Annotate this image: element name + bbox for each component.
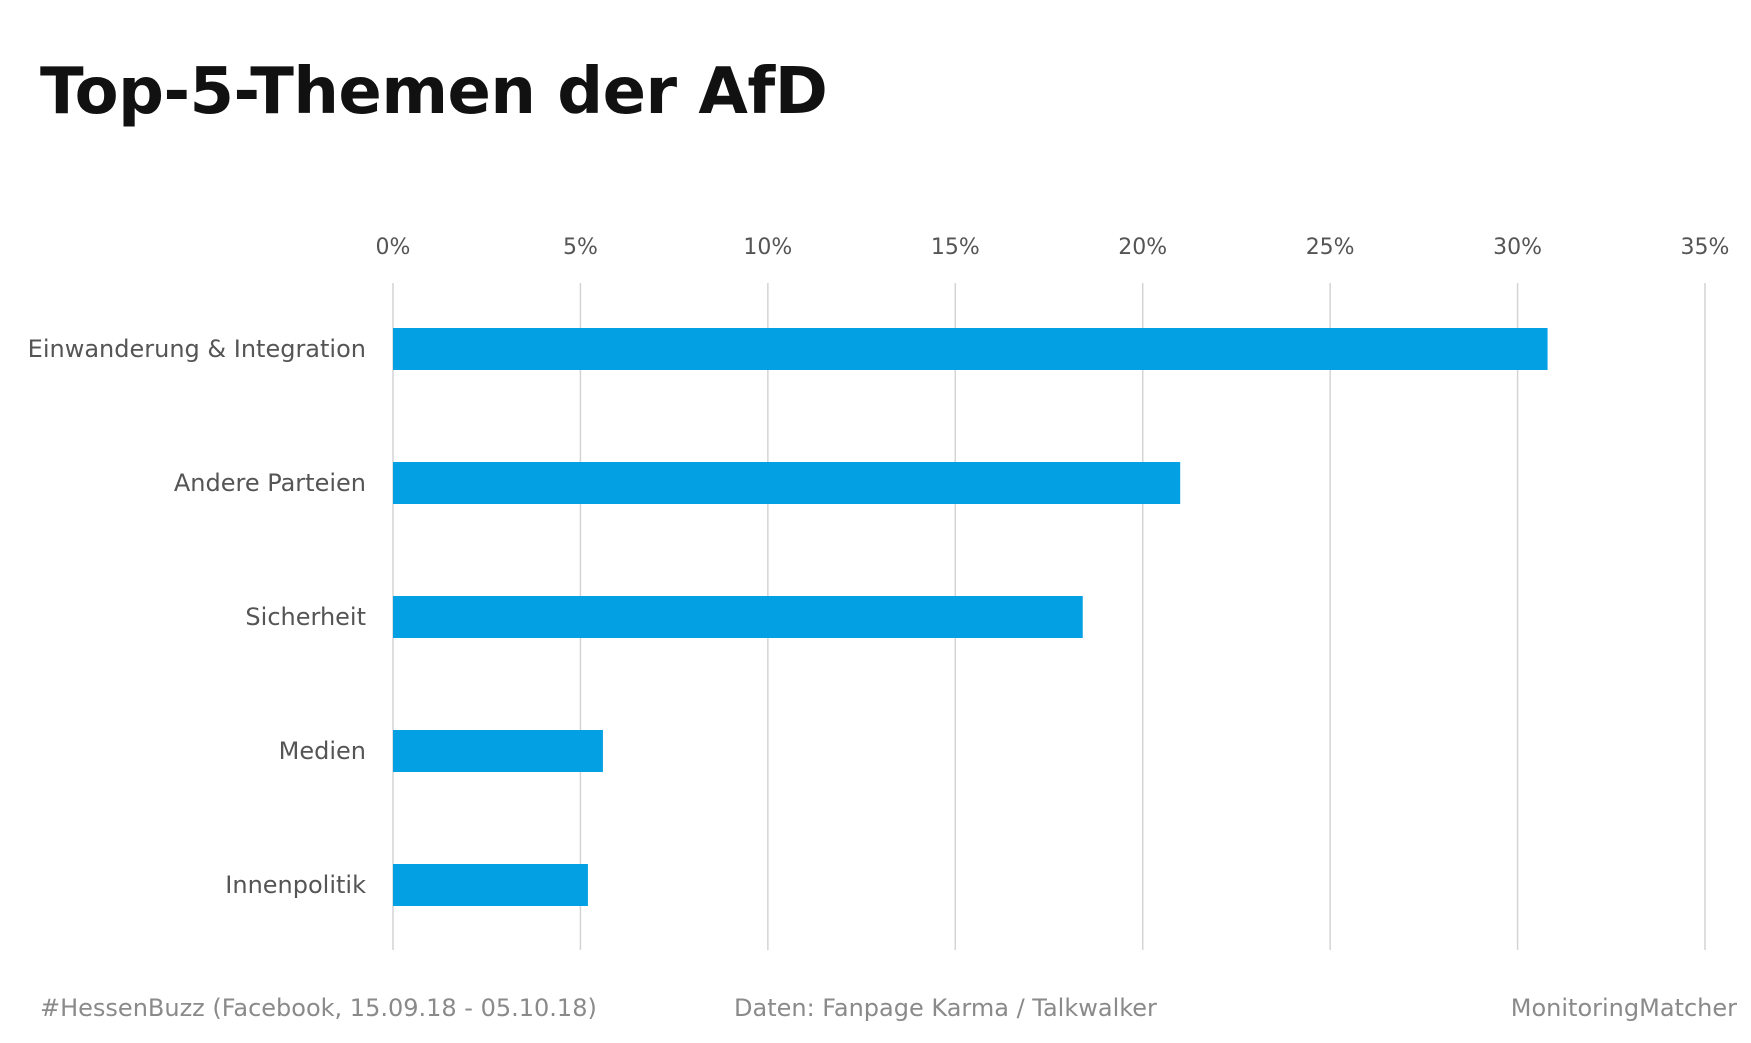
bar	[393, 596, 1083, 638]
chart-title: Top-5-Themen der AfD	[40, 55, 828, 129]
x-tick-label: 5%	[563, 235, 598, 260]
x-tick-label: 25%	[1306, 235, 1355, 260]
category-label: Medien	[279, 737, 366, 765]
footer-data-credit: Daten: Fanpage Karma / Talkwalker	[734, 994, 1157, 1022]
x-tick-label: 20%	[1118, 235, 1167, 260]
bar	[393, 462, 1181, 504]
x-axis-ticks: 0% 5% 10% 15% 20% 25% 30% 35%	[376, 235, 1730, 260]
category-label: Einwanderung & Integration	[28, 335, 366, 363]
footer-source-note: #HessenBuzz (Facebook, 15.09.18 - 05.10.…	[40, 994, 597, 1022]
x-tick-label: 15%	[931, 235, 980, 260]
footer-brand: MonitoringMatcher	[1510, 994, 1737, 1022]
x-tick-label: 30%	[1493, 235, 1542, 260]
bar	[393, 730, 603, 772]
category-label: Innenpolitik	[225, 871, 366, 899]
x-tick-label: 35%	[1681, 235, 1730, 260]
bar	[393, 328, 1548, 370]
x-tick-label: 10%	[743, 235, 792, 260]
category-labels: Einwanderung & Integration Andere Parteie…	[28, 335, 366, 899]
bar	[393, 864, 588, 906]
x-tick-label: 0%	[376, 235, 411, 260]
category-label: Andere Parteien	[174, 469, 366, 497]
category-label: Sicherheit	[245, 603, 366, 631]
bars	[393, 328, 1548, 906]
